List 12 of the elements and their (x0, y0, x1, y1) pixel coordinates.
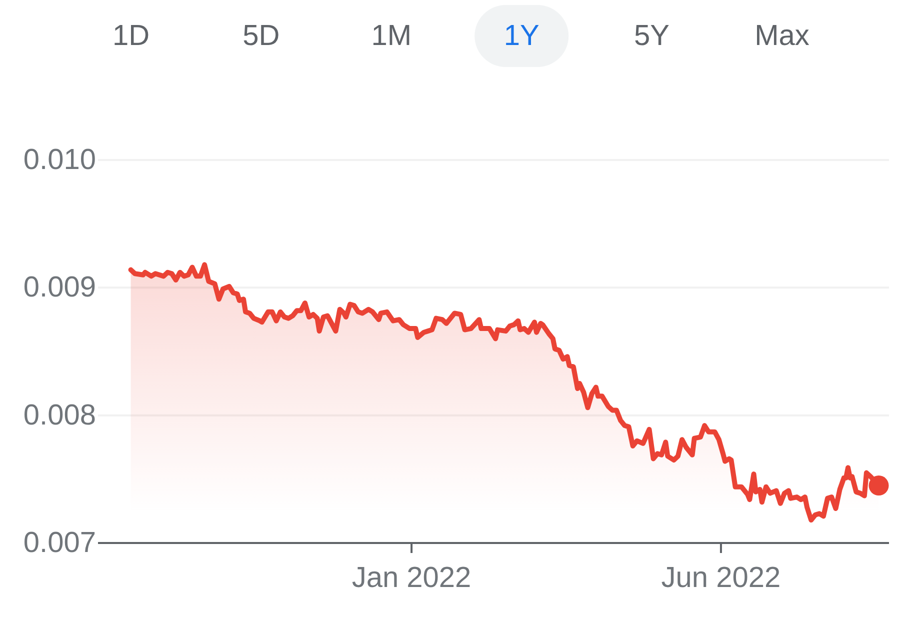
y-tick-label: 0.010 (23, 144, 96, 176)
y-tick-label: 0.007 (23, 527, 96, 559)
y-tick-label: 0.009 (23, 272, 96, 304)
x-tick-label: Jun 2022 (661, 562, 781, 594)
text: 1Y (504, 20, 540, 52)
y-tick-label: 0.008 (23, 399, 96, 432)
text: 5Y (634, 20, 670, 52)
text: 1D (112, 20, 150, 52)
text: 5D (242, 20, 280, 52)
x-tick-label: Jan 2022 (352, 562, 472, 594)
text: 1M (371, 20, 412, 52)
text: Max (754, 20, 810, 52)
